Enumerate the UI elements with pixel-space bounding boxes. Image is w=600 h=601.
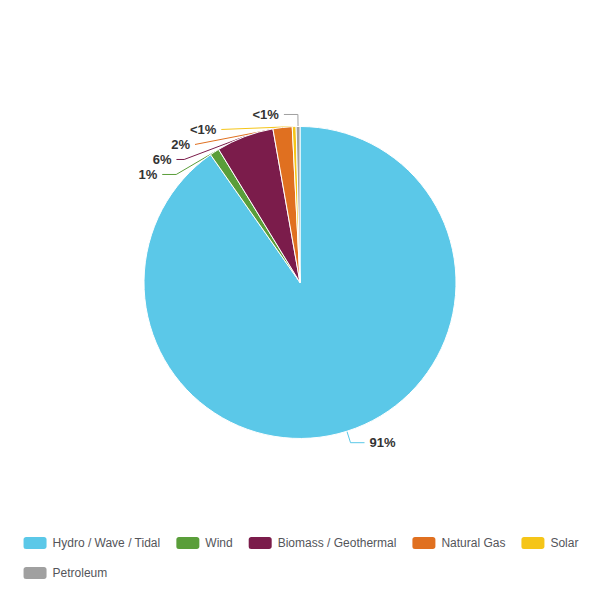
svg-text:<1%: <1% (190, 122, 217, 137)
svg-text:Petroleum: Petroleum (53, 566, 108, 580)
svg-text:Biomass / Geothermal: Biomass / Geothermal (278, 536, 397, 550)
svg-text:Hydro / Wave / Tidal: Hydro / Wave / Tidal (53, 536, 161, 550)
svg-text:Wind: Wind (205, 536, 232, 550)
svg-text:2%: 2% (171, 137, 190, 152)
svg-text:1%: 1% (138, 167, 157, 182)
svg-text:6%: 6% (153, 152, 172, 167)
svg-text:Solar: Solar (550, 536, 578, 550)
svg-text:<1%: <1% (253, 107, 280, 122)
svg-text:91%: 91% (370, 435, 396, 450)
svg-text:Natural Gas: Natural Gas (441, 536, 505, 550)
